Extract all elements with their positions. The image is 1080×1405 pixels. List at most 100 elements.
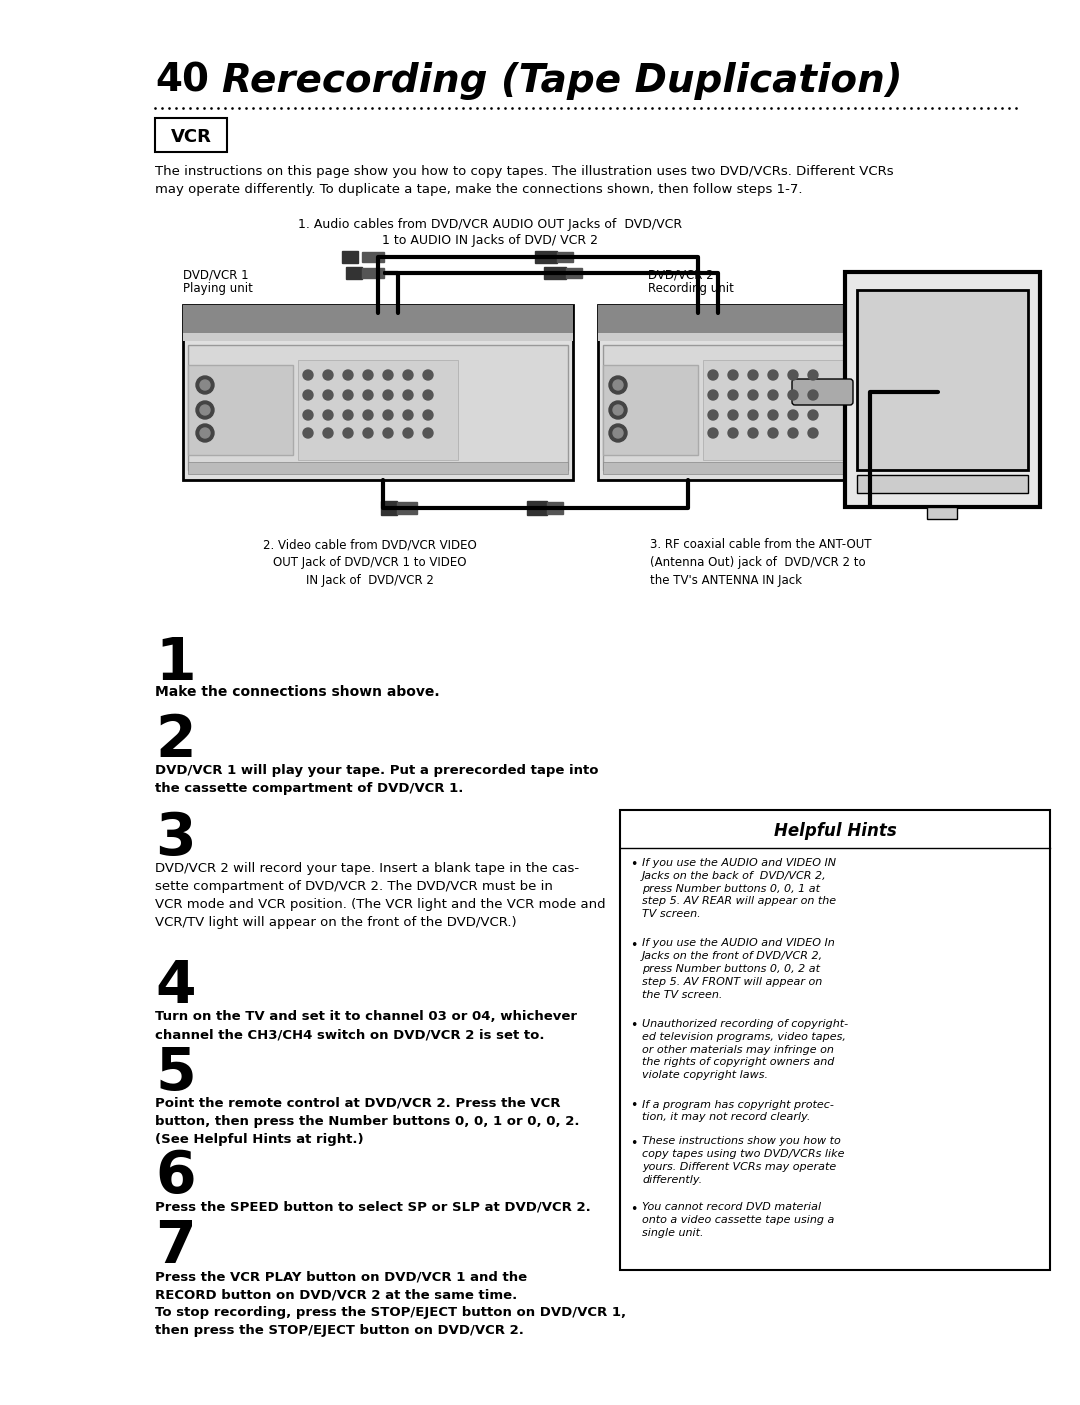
Text: Helpful Hints: Helpful Hints [773,822,896,840]
Text: DVD/VCR 1: DVD/VCR 1 [183,268,248,281]
Bar [603,365,698,455]
Text: •: • [630,1203,637,1215]
Bar [527,502,546,516]
Bar [156,118,227,152]
Circle shape [423,370,433,379]
Text: 1. Audio cables from DVD/VCR AUDIO OUT Jacks of  DVD/VCR: 1. Audio cables from DVD/VCR AUDIO OUT J… [298,218,683,230]
Bar [362,268,384,278]
Text: Turn on the TV and set it to channel 03 or 04, whichever
channel the CH3/CH4 swi: Turn on the TV and set it to channel 03 … [156,1010,577,1041]
Bar [598,333,939,341]
Circle shape [728,370,738,379]
Circle shape [788,391,798,400]
Circle shape [403,410,413,420]
Bar [183,305,573,481]
Bar [858,289,1028,471]
Bar [598,305,939,333]
Circle shape [613,405,623,414]
Text: If you use the AUDIO and VIDEO In
Jacks on the front of DVD/VCR 2,
press Number : If you use the AUDIO and VIDEO In Jacks … [642,939,835,1000]
Circle shape [323,391,333,400]
Text: The instructions on this page show you how to copy tapes. The illustration uses : The instructions on this page show you h… [156,164,893,197]
Text: •: • [630,1100,637,1113]
Bar [362,251,384,261]
Circle shape [343,391,353,400]
Circle shape [363,429,373,438]
Circle shape [303,410,313,420]
Bar [188,462,568,473]
Text: VCR: VCR [171,128,212,146]
Text: DVD/VCR 1 will play your tape. Put a prerecorded tape into
the cassette compartm: DVD/VCR 1 will play your tape. Put a pre… [156,764,598,795]
Text: 7: 7 [156,1218,195,1274]
Bar [183,305,573,333]
Circle shape [748,370,758,379]
Bar [603,346,933,471]
Circle shape [195,424,214,443]
Bar [188,346,568,471]
Circle shape [613,429,623,438]
FancyBboxPatch shape [792,379,853,405]
Circle shape [200,429,210,438]
Bar [346,267,362,280]
Circle shape [768,410,778,420]
Circle shape [343,370,353,379]
Circle shape [383,370,393,379]
Bar [927,507,957,518]
Circle shape [423,410,433,420]
Circle shape [728,429,738,438]
Bar [703,360,843,459]
Text: 4: 4 [156,958,195,1014]
Circle shape [768,370,778,379]
Text: •: • [630,858,637,871]
Circle shape [708,429,718,438]
Bar [544,267,566,280]
Text: 1: 1 [156,635,195,693]
Text: Press the SPEED button to select SP or SLP at DVD/VCR 2.: Press the SPEED button to select SP or S… [156,1200,591,1213]
Circle shape [788,429,798,438]
Circle shape [403,429,413,438]
Circle shape [768,391,778,400]
Bar [620,811,1050,1270]
Circle shape [708,391,718,400]
Circle shape [383,410,393,420]
Circle shape [808,370,818,379]
Bar [188,365,293,455]
Circle shape [788,370,798,379]
Circle shape [363,391,373,400]
Text: If you use the AUDIO and VIDEO IN
Jacks on the back of  DVD/VCR 2,
press Number : If you use the AUDIO and VIDEO IN Jacks … [642,858,836,919]
Circle shape [613,379,623,391]
Text: Recording unit: Recording unit [648,282,734,295]
Text: DVD/VCR 2: DVD/VCR 2 [648,268,714,281]
Bar [557,251,573,261]
Circle shape [609,424,627,443]
Text: Rerecording (Tape Duplication): Rerecording (Tape Duplication) [195,62,903,100]
Bar [845,273,1040,507]
Circle shape [808,391,818,400]
Text: 5: 5 [156,1045,195,1102]
Text: These instructions show you how to
copy tapes using two DVD/VCRs like
yours. Dif: These instructions show you how to copy … [642,1137,845,1184]
Text: Unauthorized recording of copyright-
ed television programs, video tapes,
or oth: Unauthorized recording of copyright- ed … [642,1019,848,1080]
Bar [298,360,458,459]
Circle shape [808,410,818,420]
Circle shape [323,410,333,420]
Circle shape [383,429,393,438]
Text: Make the connections shown above.: Make the connections shown above. [156,686,440,700]
Text: If a program has copyright protec-
tion, it may not record clearly.: If a program has copyright protec- tion,… [642,1100,834,1123]
Circle shape [609,377,627,393]
Bar [546,502,563,514]
Circle shape [748,429,758,438]
Text: DVD/VCR 2 will record your tape. Insert a blank tape in the cas-
sette compartme: DVD/VCR 2 will record your tape. Insert … [156,863,606,929]
Circle shape [323,429,333,438]
Text: 2. Video cable from DVD/VCR VIDEO
OUT Jack of DVD/VCR 1 to VIDEO
IN Jack of  DVD: 2. Video cable from DVD/VCR VIDEO OUT Ja… [264,538,477,587]
Circle shape [708,370,718,379]
Text: 40: 40 [156,62,210,100]
Circle shape [403,370,413,379]
Text: Playing unit: Playing unit [183,282,253,295]
Circle shape [363,410,373,420]
Circle shape [423,391,433,400]
Circle shape [423,429,433,438]
Circle shape [200,405,210,414]
Circle shape [728,410,738,420]
Circle shape [808,429,818,438]
Text: 2: 2 [156,712,195,769]
Bar [535,251,557,263]
Text: 3. RF coaxial cable from the ANT-OUT
(Antenna Out) jack of  DVD/VCR 2 to
the TV': 3. RF coaxial cable from the ANT-OUT (An… [650,538,872,587]
